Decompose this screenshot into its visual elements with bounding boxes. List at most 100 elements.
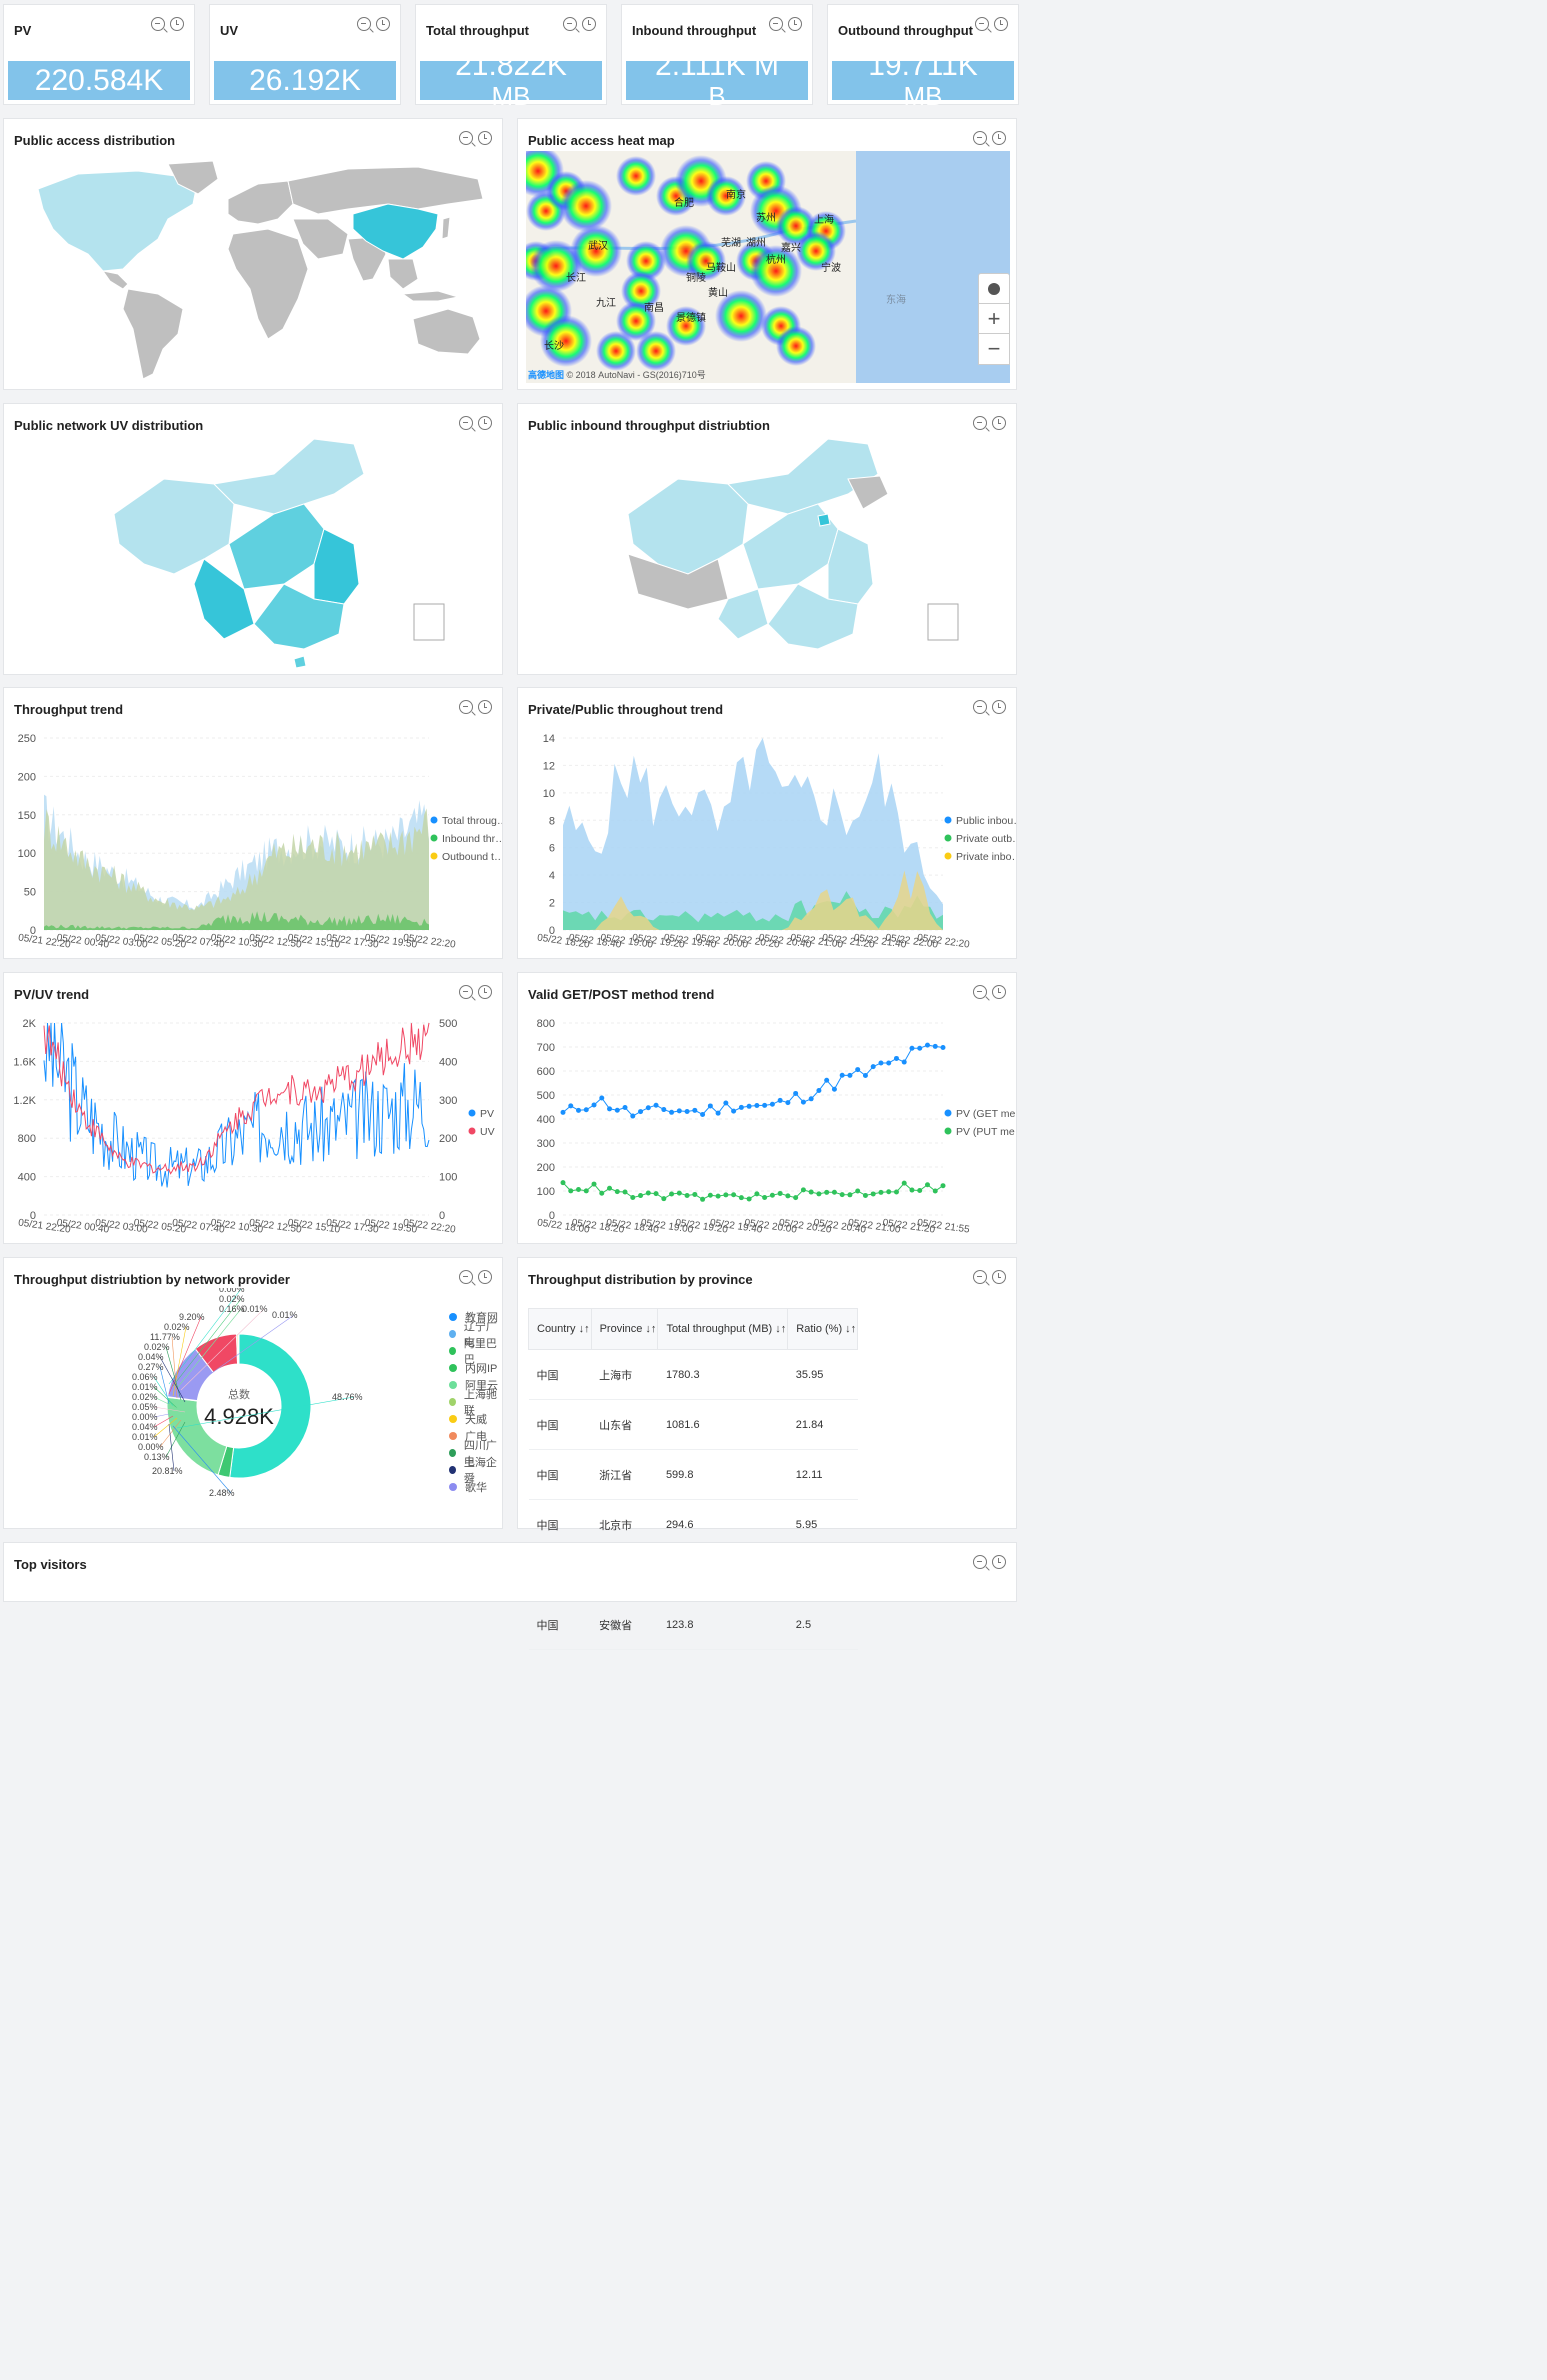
- label-leader: [153, 1417, 178, 1438]
- zoom-icon[interactable]: [459, 416, 473, 430]
- clock-icon[interactable]: [992, 700, 1006, 714]
- heat-spot: [715, 290, 767, 342]
- data-point: [731, 1108, 737, 1114]
- zoom-icon[interactable]: [973, 985, 987, 999]
- china-uv-map: [113, 438, 445, 669]
- data-point: [855, 1188, 861, 1194]
- zoom-icon[interactable]: [973, 700, 987, 714]
- clock-icon[interactable]: [478, 985, 492, 999]
- kpi-unit: B: [708, 80, 726, 111]
- data-point: [638, 1109, 644, 1115]
- clock-icon[interactable]: [992, 416, 1006, 430]
- clock-icon[interactable]: [376, 17, 390, 31]
- legend-item[interactable]: 天威: [449, 1410, 502, 1427]
- zoom-out-button[interactable]: −: [978, 333, 1010, 365]
- label-leader: [159, 1419, 182, 1448]
- map-brand: 高德地图: [528, 370, 565, 380]
- zoom-icon[interactable]: [769, 17, 783, 31]
- heat-spot: [616, 301, 656, 341]
- legend-item[interactable]: 四川广电: [449, 1440, 502, 1468]
- data-point: [707, 1192, 713, 1198]
- pie-slice-label: 0.00%: [138, 1442, 164, 1452]
- data-point: [847, 1072, 853, 1078]
- world-map: [37, 160, 484, 380]
- data-point: [785, 1100, 791, 1106]
- zoom-icon[interactable]: [973, 1555, 987, 1569]
- table-header[interactable]: Total throughput (MB) ↓↑: [657, 1308, 789, 1350]
- clock-icon[interactable]: [478, 1270, 492, 1284]
- table-header[interactable]: Country ↓↑: [528, 1308, 592, 1350]
- zoom-icon[interactable]: [973, 131, 987, 145]
- pie-slice-label: 20.81%: [152, 1466, 183, 1476]
- clock-icon[interactable]: [992, 985, 1006, 999]
- data-point: [870, 1064, 876, 1070]
- zoom-icon[interactable]: [973, 1270, 987, 1284]
- clock-icon[interactable]: [992, 1555, 1006, 1569]
- clock-icon[interactable]: [994, 17, 1008, 31]
- city-label: 铜陵: [686, 272, 706, 284]
- legend-item[interactable]: 上海驰联: [449, 1389, 502, 1417]
- legend-label: UV: [480, 1126, 495, 1138]
- legend-item[interactable]: 广电: [449, 1427, 502, 1444]
- zoom-icon[interactable]: [459, 985, 473, 999]
- y-tick-label: 400: [18, 1172, 36, 1184]
- pie-slice-label: 0.02%: [164, 1322, 190, 1332]
- region-china-central: [228, 503, 325, 590]
- panel-title: Public access heat map: [528, 133, 675, 148]
- series-area: [563, 870, 943, 930]
- legend-item[interactable]: 辽宁广电: [449, 1321, 502, 1349]
- kpi-value: 2.111K M: [655, 48, 779, 82]
- zoom-icon[interactable]: [973, 416, 987, 430]
- table-header[interactable]: Province ↓↑: [590, 1308, 659, 1350]
- y-tick-label: 14: [543, 733, 555, 745]
- data-point: [599, 1095, 605, 1101]
- legend-item[interactable]: 歌华: [449, 1478, 502, 1495]
- clock-icon[interactable]: [478, 131, 492, 145]
- legend-item[interactable]: 上海企舜: [449, 1457, 502, 1485]
- zoom-icon[interactable]: [459, 131, 473, 145]
- zoom-icon[interactable]: [459, 700, 473, 714]
- map-credit: 高德地图 © 2018 AutoNavi - GS(2016)710号: [528, 370, 706, 380]
- kpi-title: PV: [14, 23, 32, 38]
- legend-item[interactable]: 内网IP: [449, 1359, 502, 1376]
- kpi-title: Inbound throughput: [632, 23, 757, 38]
- clock-icon[interactable]: [582, 17, 596, 31]
- heat-map-canvas[interactable]: 南京 合肥 武汉 杭州 上海 南昌 长沙 苏州 湖州 嘉兴 宁波 黄山 九江 景德镇 铜陵 芜湖 马鞍山 长江 高…: [526, 151, 1010, 383]
- legend-item[interactable]: 阿里巴巴: [449, 1338, 502, 1366]
- heat-spot: [560, 180, 612, 232]
- kpi-value: 19.711K: [868, 48, 978, 82]
- locate-button[interactable]: [978, 273, 1010, 305]
- y-tick-label: 50: [24, 887, 36, 899]
- region-south-america: [122, 288, 184, 380]
- data-point: [669, 1191, 675, 1197]
- table-row: 中国 上海市 1780.3 35.95: [528, 1349, 858, 1400]
- data-point: [630, 1194, 636, 1200]
- zoom-icon[interactable]: [357, 17, 371, 31]
- legend-item[interactable]: 教育网: [449, 1308, 502, 1325]
- clock-icon[interactable]: [478, 700, 492, 714]
- legend-dot: [449, 1312, 457, 1321]
- pie-slice-label: 0.04%: [138, 1352, 164, 1362]
- y-tick-label: 0: [549, 925, 555, 937]
- zoom-in-button[interactable]: +: [978, 303, 1010, 335]
- region-europe: [227, 180, 294, 225]
- zoom-icon[interactable]: [151, 17, 165, 31]
- zoom-icon[interactable]: [459, 1270, 473, 1284]
- data-point: [824, 1077, 830, 1083]
- data-point: [940, 1045, 946, 1051]
- legend-item[interactable]: 阿里云: [449, 1376, 502, 1393]
- clock-icon[interactable]: [478, 416, 492, 430]
- pie-slice-label: 0.01%: [272, 1310, 298, 1320]
- zoom-icon[interactable]: [563, 17, 577, 31]
- clock-icon[interactable]: [992, 131, 1006, 145]
- clock-icon[interactable]: [788, 17, 802, 31]
- table-header[interactable]: Ratio (%) ↓↑: [787, 1308, 859, 1350]
- clock-icon[interactable]: [992, 1270, 1006, 1284]
- legend-dot: [944, 852, 952, 860]
- panel-title: Top visitors: [14, 1557, 87, 1572]
- data-point: [831, 1086, 837, 1092]
- series-area: [563, 738, 943, 930]
- clock-icon[interactable]: [170, 17, 184, 31]
- legend-label: PV (GET me…: [956, 1108, 1016, 1120]
- zoom-icon[interactable]: [975, 17, 989, 31]
